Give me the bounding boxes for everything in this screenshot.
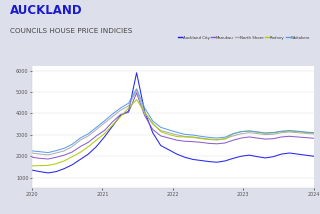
Legend: Auckland City, Manukau, North Shore, Rodney, Waitakere: Auckland City, Manukau, North Shore, Rod…: [177, 34, 312, 41]
Text: COUNCILS HOUSE PRICE INDICIES: COUNCILS HOUSE PRICE INDICIES: [10, 28, 132, 34]
Text: AUCKLAND: AUCKLAND: [10, 4, 82, 17]
